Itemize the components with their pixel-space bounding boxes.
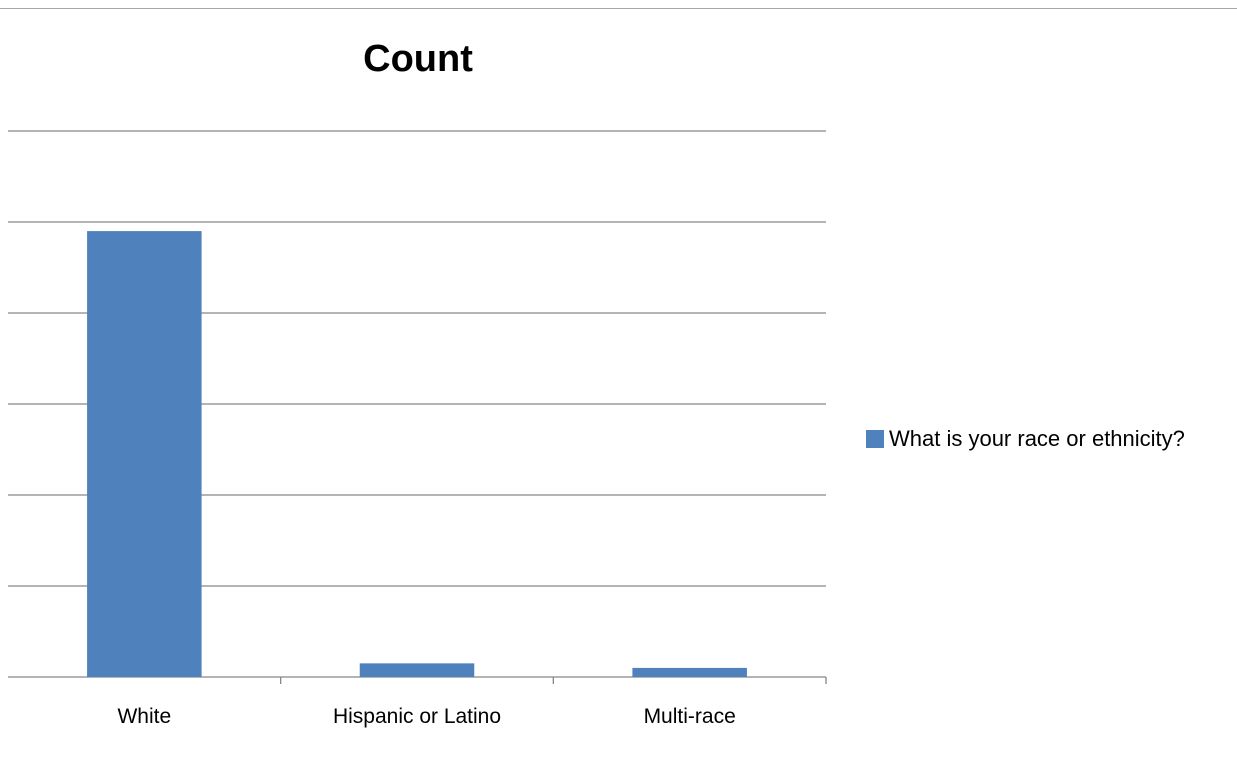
legend-swatch xyxy=(866,430,884,448)
x-tick-label: Hispanic or Latino xyxy=(333,705,501,728)
x-tick-label: White xyxy=(117,705,171,728)
bar-white xyxy=(87,231,202,677)
chart-title: Count xyxy=(363,38,473,80)
bar-hispanic-or-latino xyxy=(359,663,475,677)
x-tick-label: Multi-race xyxy=(644,705,736,728)
legend-label: What is your race or ethnicity? xyxy=(889,426,1185,451)
legend: What is your race or ethnicity? xyxy=(866,426,1185,452)
bar-multi-race xyxy=(632,667,747,677)
chart-frame-top-border xyxy=(0,8,1237,9)
